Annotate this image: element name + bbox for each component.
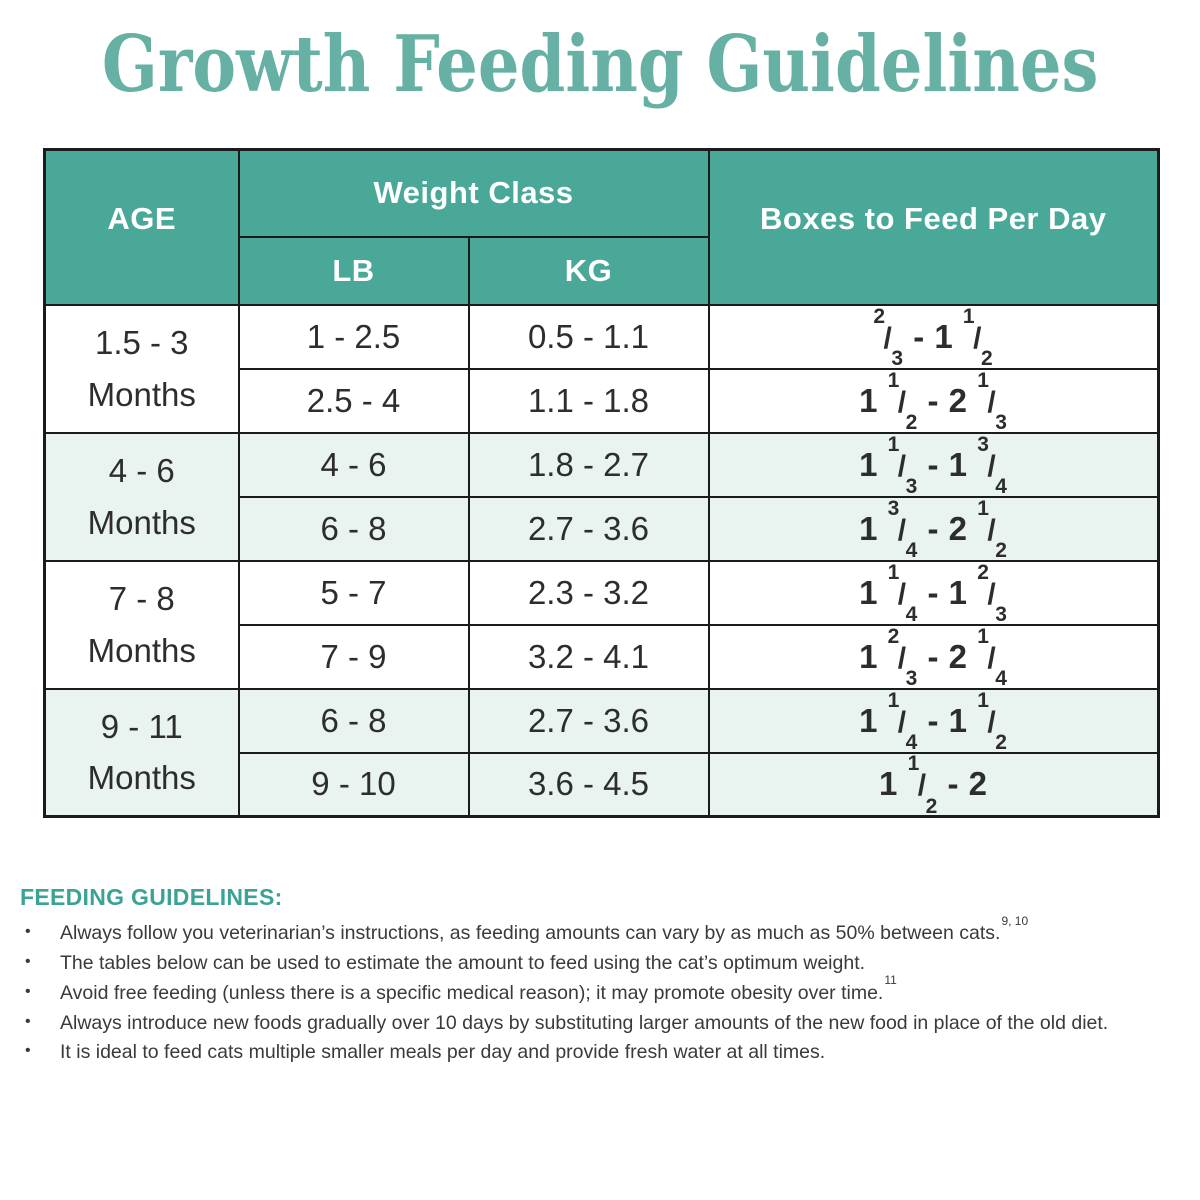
guidelines-list: Always follow you veterinarian’s instruc… xyxy=(20,914,1185,1067)
guideline-bullet: Avoid free feeding (unless there is a sp… xyxy=(20,973,1185,1008)
feeding-guidelines-section: FEEDING GUIDELINES: Always follow you ve… xyxy=(20,884,1185,1068)
column-header-age: AGE xyxy=(43,148,240,306)
table-row: 1.5 - 3 Months 1 - 2.5 0.5 - 1.1 2/3 - 1… xyxy=(43,303,1160,434)
guideline-bullet: It is ideal to feed cats multiple smalle… xyxy=(20,1038,1185,1067)
feeding-table: AGE Weight Class Boxes to Feed Per Day L… xyxy=(43,148,1160,818)
boxes-cell: 1 1/4 - 1 2/3 xyxy=(707,559,1160,626)
lb-cell: 9 - 10 xyxy=(237,751,470,818)
kg-cell: 1.1 - 1.8 xyxy=(467,367,710,434)
kg-cell: 2.7 - 3.6 xyxy=(467,687,710,754)
column-header-weight-class: Weight Class xyxy=(237,148,710,238)
guideline-text: The tables below can be used to estimate… xyxy=(60,951,866,974)
table-row: 4 - 6 Months 4 - 6 1.8 - 2.7 1 1/3 - 1 3… xyxy=(43,431,1160,562)
table-header: AGE Weight Class Boxes to Feed Per Day L… xyxy=(43,148,1160,306)
page-title: Growth Feeding Guidelines xyxy=(101,19,1099,110)
lb-cell: 7 - 9 xyxy=(237,623,470,690)
table-row: 9 - 10 3.6 - 4.5 1 1/2 - 2 xyxy=(45,751,1160,818)
lb-cell: 2.5 - 4 xyxy=(237,367,470,434)
lb-cell: 1 - 2.5 xyxy=(237,303,470,370)
boxes-cell: 1 1/4 - 1 1/2 xyxy=(707,687,1160,754)
guideline-text: Always introduce new foods gradually ove… xyxy=(60,1011,1109,1034)
boxes-cell: 1 1/2 - 2 1/3 xyxy=(707,367,1160,434)
guideline-text: Always follow you veterinarian’s instruc… xyxy=(60,922,1001,944)
boxes-cell: 1 1/2 - 2 xyxy=(707,751,1160,818)
table-row: 6 - 8 2.7 - 3.6 1 3/4 - 2 1/2 xyxy=(45,495,1160,562)
footnote-reference: 9, 10 xyxy=(1001,913,1029,928)
guideline-bullet: The tables below can be used to estimate… xyxy=(20,949,1185,978)
lb-cell: 6 - 8 xyxy=(237,687,470,754)
kg-cell: 2.3 - 3.2 xyxy=(467,559,710,626)
age-group-cell: 1.5 - 3 Months xyxy=(43,303,240,434)
guidelines-heading: FEEDING GUIDELINES: xyxy=(20,884,283,910)
guideline-text: Avoid free feeding (unless there is a sp… xyxy=(60,981,884,1004)
kg-cell: 0.5 - 1.1 xyxy=(467,303,710,370)
table-row: 7 - 9 3.2 - 4.1 1 2/3 - 2 1/4 xyxy=(45,623,1160,690)
page-header: Growth Feeding Guidelines xyxy=(0,22,1200,108)
kg-cell: 3.2 - 4.1 xyxy=(467,623,710,690)
lb-cell: 4 - 6 xyxy=(237,431,470,498)
age-group-cell: 7 - 8 Months xyxy=(43,559,240,690)
column-header-lb: LB xyxy=(237,235,470,306)
boxes-cell: 2/3 - 1 1/2 xyxy=(707,303,1160,370)
age-group-cell: 4 - 6 Months xyxy=(43,431,240,562)
kg-cell: 3.6 - 4.5 xyxy=(467,751,710,818)
column-header-kg: KG xyxy=(467,235,710,306)
feeding-table-container: AGE Weight Class Boxes to Feed Per Day L… xyxy=(43,148,1160,818)
kg-cell: 2.7 - 3.6 xyxy=(467,495,710,562)
boxes-cell: 1 2/3 - 2 1/4 xyxy=(707,623,1160,690)
guideline-text: It is ideal to feed cats multiple smalle… xyxy=(60,1041,826,1064)
boxes-cell: 1 1/3 - 1 3/4 xyxy=(707,431,1160,498)
footnote-reference: 11 xyxy=(884,973,897,988)
guideline-bullet: Always introduce new foods gradually ove… xyxy=(20,1009,1185,1038)
table-row: 7 - 8 Months 5 - 7 2.3 - 3.2 1 1/4 - 1 2… xyxy=(43,559,1160,690)
kg-cell: 1.8 - 2.7 xyxy=(467,431,710,498)
guideline-bullet: Always follow you veterinarian’s instruc… xyxy=(20,914,1185,948)
table-row: 9 - 11 Months 6 - 8 2.7 - 3.6 1 1/4 - 1 … xyxy=(43,687,1160,818)
boxes-cell: 1 3/4 - 2 1/2 xyxy=(707,495,1160,562)
table-row: 2.5 - 4 1.1 - 1.8 1 1/2 - 2 1/3 xyxy=(45,367,1160,434)
column-header-boxes-to-feed: Boxes to Feed Per Day xyxy=(707,148,1160,306)
lb-cell: 5 - 7 xyxy=(237,559,470,626)
lb-cell: 6 - 8 xyxy=(237,495,470,562)
age-group-cell: 9 - 11 Months xyxy=(43,687,240,818)
